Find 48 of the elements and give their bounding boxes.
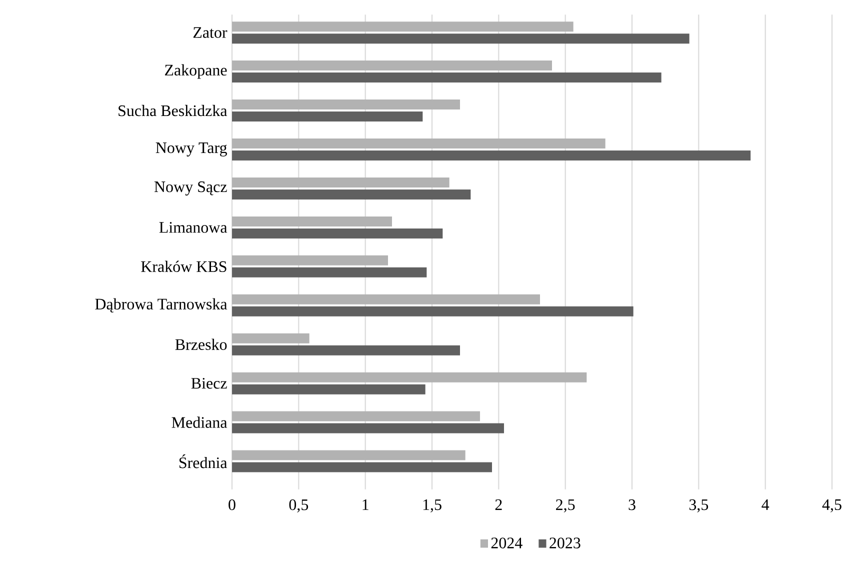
- bar: [232, 372, 587, 382]
- y-tick-label: Brzesko: [175, 338, 227, 350]
- bar: [232, 268, 427, 278]
- bar: [232, 384, 426, 394]
- x-tick-label: 2: [495, 500, 502, 510]
- bar: [232, 423, 504, 434]
- bar: [232, 34, 690, 44]
- bar: [232, 346, 460, 356]
- bar: [232, 411, 480, 422]
- legend-label: 2024: [491, 538, 522, 549]
- x-tick-label: 0: [228, 500, 236, 510]
- x-tick-label: 3,5: [689, 500, 708, 513]
- x-tick-label: 2,5: [556, 500, 575, 513]
- bar: [232, 22, 574, 32]
- y-tick-label: Średnia: [179, 454, 228, 468]
- bar: [232, 138, 606, 149]
- y-tick-label: Zakopane: [164, 64, 227, 79]
- bar: [232, 228, 443, 239]
- bar: [232, 462, 492, 472]
- x-tick-label: 4: [762, 500, 770, 510]
- bar: [232, 306, 634, 317]
- y-tick-label: Nowy Targ: [156, 142, 227, 157]
- bar: [232, 150, 751, 161]
- x-tick-label: 4,5: [822, 500, 842, 513]
- y-tick-label: Zator: [193, 27, 228, 38]
- y-tick-label: Limanowa: [159, 222, 228, 233]
- bar: [232, 450, 466, 460]
- bar: [232, 100, 460, 110]
- bar: [232, 190, 471, 200]
- bar: [232, 60, 552, 71]
- x-tick-label: 3: [628, 500, 636, 510]
- y-tick-label: Nowy Sącz: [154, 182, 227, 196]
- bar: [232, 294, 540, 305]
- bar: [232, 334, 310, 344]
- y-tick-label: Kraków KBS: [141, 260, 226, 272]
- legend-label: 2023: [550, 538, 580, 549]
- y-tick-label: Biecz: [191, 378, 227, 389]
- y-tick-label: Mediana: [172, 416, 228, 428]
- bar: [232, 178, 450, 188]
- x-tick-label: 1: [362, 500, 368, 510]
- y-tick-label: Dąbrowa Tarnowska: [95, 298, 228, 313]
- bar: [232, 112, 423, 122]
- bar: [232, 256, 388, 266]
- bar: [232, 72, 662, 83]
- x-tick-label: 1,5: [423, 500, 442, 513]
- y-tick-label: Sucha Beskidzka: [118, 105, 228, 116]
- bar: [232, 216, 392, 227]
- x-tick-label: 0,5: [289, 500, 308, 513]
